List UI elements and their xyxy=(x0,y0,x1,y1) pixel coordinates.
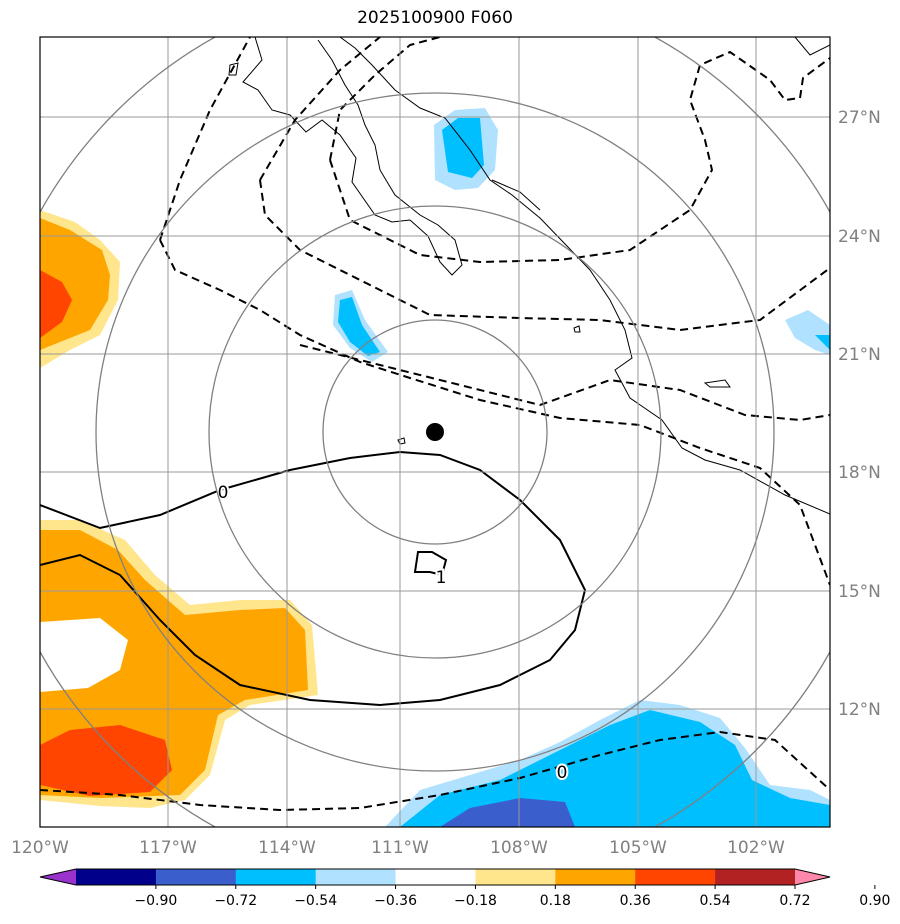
strong-negative-anomaly-southeast xyxy=(440,798,575,827)
map-plot-area: 0 1 0 xyxy=(40,37,830,827)
colorbar-segment xyxy=(76,869,157,885)
colorbar-tick-label: 0.36 xyxy=(620,893,651,909)
contour-lines xyxy=(40,37,830,812)
lon-label-120w: 120°W xyxy=(11,838,69,858)
colorbar-segment xyxy=(475,869,556,885)
lat-label-24n: 24°N xyxy=(838,227,881,247)
range-ring-2 xyxy=(208,205,662,659)
negative-anomaly-east xyxy=(785,310,830,355)
colorbar-tick-label: −0.36 xyxy=(374,893,417,909)
lon-label-102w: 102°W xyxy=(727,838,785,858)
storm-center-marker xyxy=(426,423,444,441)
solid-contour-zero xyxy=(40,450,587,707)
dashed-contour-5 xyxy=(259,37,381,181)
shaded-anomaly-fields xyxy=(40,108,830,827)
colorbar-segment xyxy=(235,869,317,885)
solid-contour-one xyxy=(413,551,448,577)
lat-label-27n: 27°N xyxy=(838,108,881,128)
strong-anomaly-southwest xyxy=(40,725,172,796)
strong-anomaly-west-upper xyxy=(40,270,72,338)
negative-anomaly-southeast-core xyxy=(400,710,830,827)
contour-label-zero-south: 0 xyxy=(557,763,568,783)
sonora-coast xyxy=(491,179,541,211)
longitude-labels: 120°W 117°W 114°W 111°W 108°W 105°W 102°… xyxy=(11,838,785,858)
anomaly-southwest-hole xyxy=(40,618,128,692)
lon-label-105w: 105°W xyxy=(609,838,667,858)
colorbar-tick-labels: −0.90 −0.72 −0.54 −0.36 −0.18 0.18 0.36 0.54 0.7… xyxy=(134,885,890,909)
dashed-contour-2 xyxy=(159,239,830,586)
plot-frame xyxy=(39,36,831,828)
lat-label-21n: 21°N xyxy=(838,345,881,365)
colorbar-segment xyxy=(715,869,796,885)
range-ring-1 xyxy=(322,319,548,545)
colorbar-tick-label: −0.90 xyxy=(134,893,177,909)
islas-tres-marias xyxy=(573,325,581,333)
range-ring-3 xyxy=(95,92,775,772)
lat-label-12n: 12°N xyxy=(838,700,881,720)
colorbar-outline xyxy=(39,868,831,886)
colorbar-segment xyxy=(395,869,476,885)
dashed-contour-1 xyxy=(40,730,830,812)
dashed-contour-7 xyxy=(329,37,441,161)
colorbar-tick-label: 0.90 xyxy=(859,893,890,909)
island-north xyxy=(228,62,239,76)
colorbar-segment xyxy=(315,869,397,885)
range-rings xyxy=(40,37,830,827)
island-east xyxy=(703,379,731,388)
mexico-mainland-coast xyxy=(339,37,830,515)
lon-label-114w: 114°W xyxy=(258,838,316,858)
island-revillagigedo xyxy=(397,437,406,445)
contour-label-one: 1 xyxy=(436,568,447,588)
colorbar-tick-label: −0.72 xyxy=(214,893,257,909)
colorbar: −0.90 −0.72 −0.54 −0.36 −0.18 0.18 0.36 0.54 0.7… xyxy=(39,868,890,909)
colorbar-tick-label: 0.72 xyxy=(779,893,810,909)
dashed-contour-8 xyxy=(299,344,830,422)
colorbar-tick-label: 0.18 xyxy=(540,893,571,909)
lon-label-111w: 111°W xyxy=(371,838,429,858)
colorbar-segment xyxy=(555,869,636,885)
lat-label-15n: 15°N xyxy=(838,582,881,602)
colorbar-fills xyxy=(40,869,830,885)
mainland-north xyxy=(794,37,830,56)
colorbar-extend-low xyxy=(40,869,76,885)
plot-title: 2025100900 F060 xyxy=(357,8,513,28)
colorbar-tick-label: −0.54 xyxy=(294,893,337,909)
colorbar-segment xyxy=(635,869,716,885)
negative-anomaly-east-core xyxy=(815,335,830,350)
negative-anomaly-gulf-core xyxy=(442,118,484,178)
contour-labels: 0 1 0 xyxy=(216,481,570,785)
colorbar-segment xyxy=(155,869,237,885)
dashed-contour-4 xyxy=(259,179,830,332)
dashed-contour-3 xyxy=(159,37,251,241)
lon-label-108w: 108°W xyxy=(490,838,548,858)
colorbar-tick-label: 0.54 xyxy=(700,893,731,909)
lon-label-117w: 117°W xyxy=(139,838,197,858)
graticule xyxy=(40,37,830,827)
colorbar-extend-high xyxy=(795,869,830,885)
colorbar-tick-label: −0.18 xyxy=(454,893,497,909)
dashed-contour-6 xyxy=(329,50,830,264)
latitude-labels: 27°N 24°N 21°N 18°N 15°N 12°N xyxy=(838,108,881,720)
lat-label-18n: 18°N xyxy=(838,463,881,483)
